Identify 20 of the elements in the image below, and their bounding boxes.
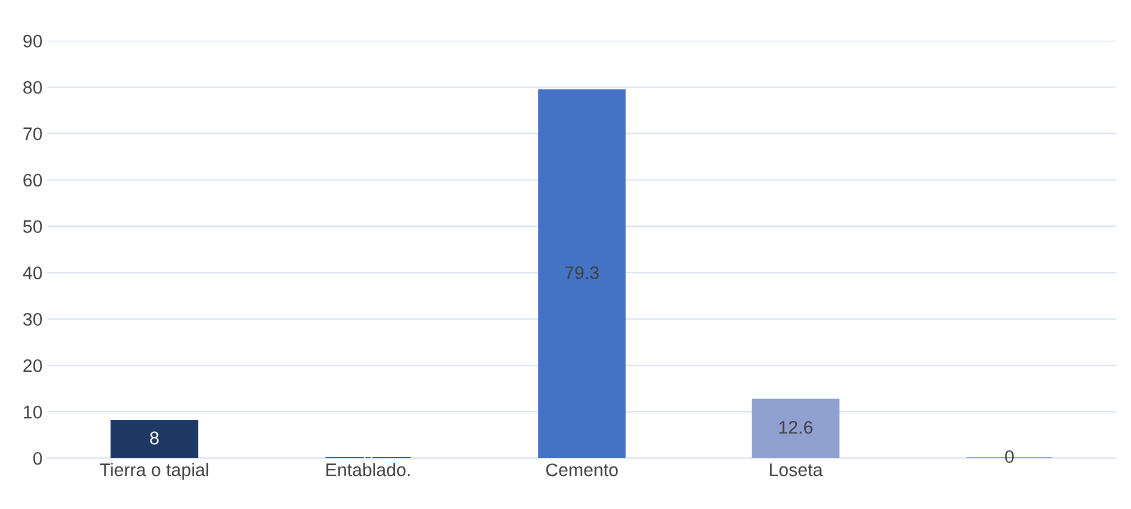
x-tick-label: Entablado.: [326, 462, 410, 477]
y-tick-label: 10: [23, 405, 42, 419]
y-tick-label: 90: [23, 34, 42, 48]
x-tick-label: Tierra o tapial: [99, 462, 209, 480]
y-tick-label: 60: [23, 173, 42, 187]
data-label: 12.6: [779, 420, 813, 434]
y-tick-label: 80: [23, 81, 42, 94]
y-tick-label: 50: [23, 220, 42, 233]
y-tick-label: 70: [23, 127, 42, 141]
x-tick-label: Cemento: [546, 463, 618, 477]
bar: [751, 398, 840, 459]
y-tick-label: 30: [23, 312, 42, 326]
data-label: 79.3: [565, 266, 599, 280]
y-tick-label: 40: [22, 266, 42, 280]
data-label: 8: [150, 431, 159, 445]
y-tick-label: 0: [33, 452, 42, 465]
y-tick-label: 20: [23, 359, 42, 373]
x-tick-label: Loseta: [770, 463, 823, 477]
bar: [110, 419, 199, 459]
bar: [538, 89, 626, 459]
